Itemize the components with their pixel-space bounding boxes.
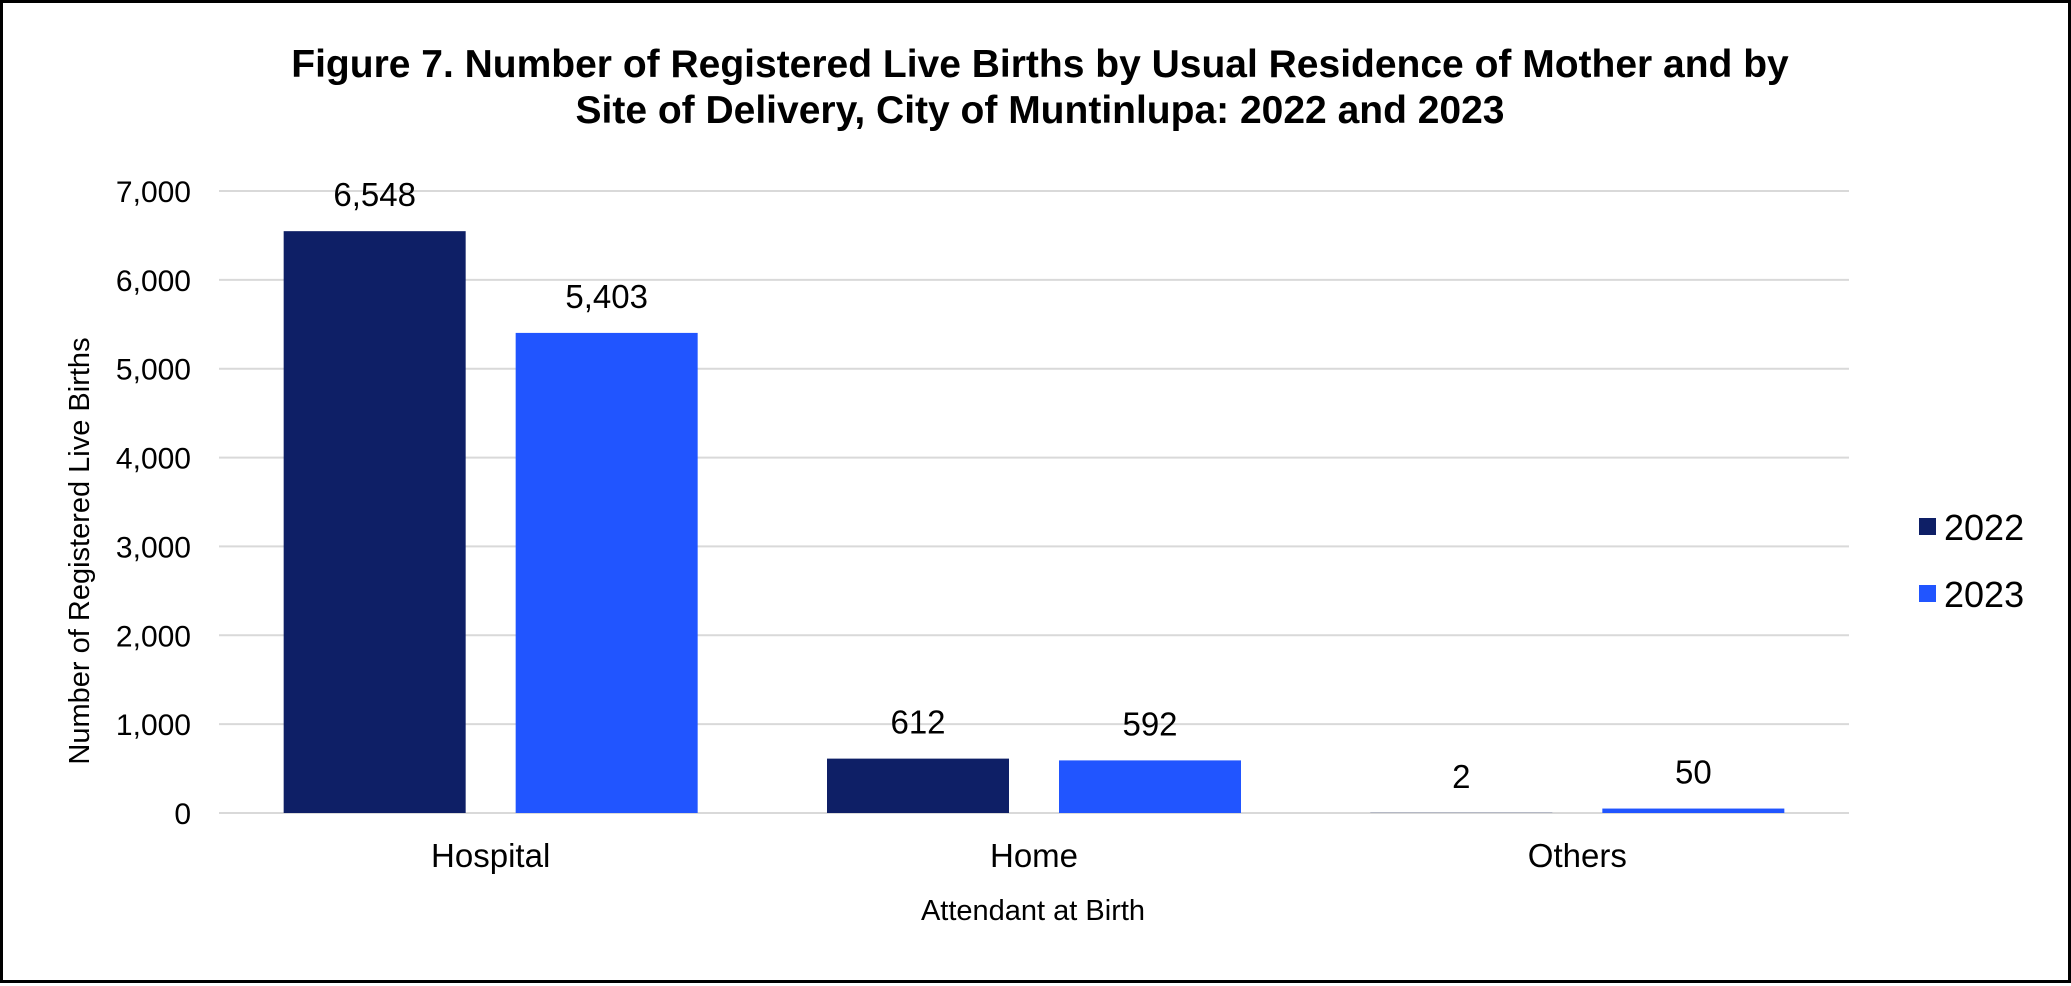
y-tick-label: 3,000 [116,531,191,564]
data-label: 50 [1675,754,1712,791]
bar-2022-hospital [284,231,466,813]
y-tick-label: 1,000 [116,709,191,742]
legend: 2022 2023 [1919,507,2024,615]
chart-title-line-1: Figure 7. Number of Registered Live Birt… [291,43,1789,86]
y-tick-label: 5,000 [116,354,191,387]
data-label: 612 [890,704,945,741]
y-tick-label: 0 [174,798,191,831]
data-label: 2 [1452,758,1470,795]
legend-label: 2022 [1944,507,2024,548]
x-axis-title: Attendant at Birth [921,895,1145,927]
y-axis-title: Number of Registered Live Births [64,337,96,764]
x-tick-label: Home [990,837,1078,874]
bar-2022-home [827,759,1009,813]
data-label: 592 [1122,705,1177,742]
chart-svg: Figure 7. Number of Registered Live Birt… [3,3,2071,986]
y-tick-label: 4,000 [116,443,191,476]
bar-2023-home [1059,760,1241,813]
x-axis-category-labels: Hospital Home Others [431,837,1627,874]
data-label: 5,403 [565,278,648,315]
chart-title-line-2: Site of Delivery, City of Muntinlupa: 20… [575,89,1504,132]
y-tick-label: 2,000 [116,620,191,653]
x-tick-label: Others [1528,837,1627,874]
x-tick-label: Hospital [431,837,550,874]
bars [284,231,1785,813]
y-axis-tick-labels: 0 1,000 2,000 3,000 4,000 5,000 6,000 7,000 [116,176,191,831]
legend-swatch-2023 [1919,585,1936,602]
y-tick-label: 6,000 [116,265,191,298]
bar-2023-hospital [516,333,698,813]
legend-swatch-2022 [1919,518,1936,535]
bar-2023-others [1602,809,1784,813]
data-label: 6,548 [333,176,416,213]
legend-label: 2023 [1944,574,2024,615]
y-tick-label: 7,000 [116,176,191,209]
